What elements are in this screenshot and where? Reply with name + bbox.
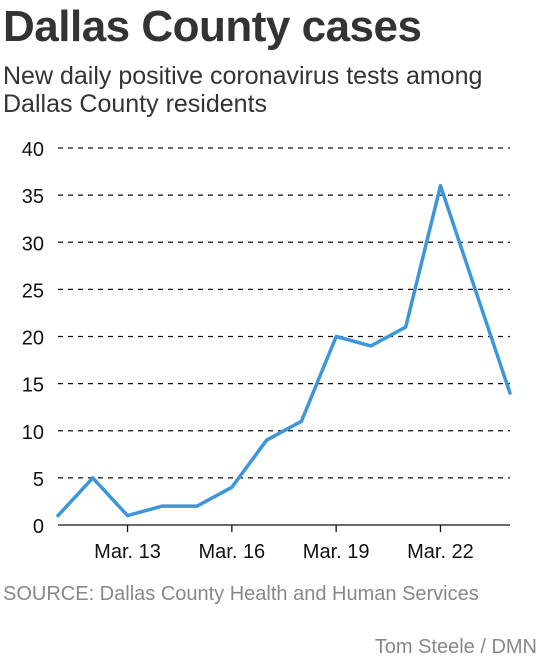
data-point (195, 504, 199, 508)
data-point (299, 419, 303, 423)
series-line (56, 183, 512, 518)
data-point (404, 325, 408, 329)
data-point (265, 438, 269, 442)
credit-line: Tom Steele / DMN (374, 636, 537, 658)
y-tick-label: 5 (33, 469, 44, 491)
chart-title: Dallas County cases (3, 2, 422, 51)
x-tick-label: Mar. 16 (198, 541, 265, 563)
x-tick-label: Mar. 22 (407, 541, 474, 563)
y-tick-label: 35 (22, 186, 44, 208)
data-point (508, 391, 512, 395)
data-point (473, 287, 477, 291)
y-tick-label: 0 (33, 516, 44, 538)
y-tick-label: 10 (22, 422, 44, 444)
data-point (126, 514, 130, 518)
data-point (91, 476, 95, 480)
data-point (369, 344, 373, 348)
gridlines (58, 147, 510, 479)
y-tick-label: 40 (22, 139, 44, 161)
y-tick-label: 25 (22, 280, 44, 302)
data-point (334, 335, 338, 338)
y-axis-ticks: 0 5 10 15 20 25 30 35 40 (22, 139, 44, 538)
y-tick-label: 15 (22, 375, 44, 397)
series-layer (56, 183, 512, 518)
x-tick-label: Mar. 19 (303, 541, 370, 563)
data-point (438, 184, 442, 188)
data-point (160, 504, 164, 508)
x-tick-label: Mar. 13 (94, 541, 161, 563)
source-note: SOURCE: Dallas County Health and Human S… (3, 583, 479, 605)
chart-subtitle: New daily positive coronavirus tests amo… (3, 62, 483, 118)
y-tick-label: 20 (22, 328, 44, 350)
x-axis: Mar. 13 Mar. 16 Mar. 19 Mar. 22 (58, 524, 510, 563)
data-point (230, 485, 234, 489)
data-point (56, 514, 60, 518)
y-tick-label: 30 (22, 233, 44, 255)
